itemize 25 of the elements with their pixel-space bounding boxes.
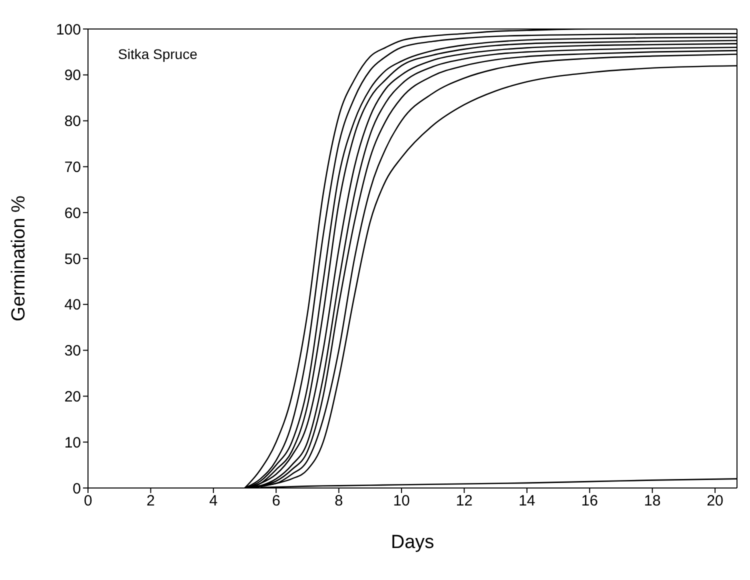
x-tick-label: 4	[209, 492, 218, 510]
y-tick-label: 0	[72, 480, 81, 498]
y-tick-label: 80	[64, 113, 81, 130]
x-tick-label: 6	[272, 492, 280, 510]
y-tick-label: 40	[64, 296, 81, 314]
y-tick-label: 10	[64, 434, 81, 452]
x-tick-label: 16	[581, 492, 598, 510]
text: Sitka Spruce	[118, 46, 198, 62]
x-tick-label: 10	[393, 492, 410, 510]
y-tick-label: 70	[64, 159, 81, 176]
x-tick-label: 14	[518, 492, 536, 510]
x-tick-label: 8	[334, 492, 343, 510]
x-tick-label: 0	[84, 492, 92, 510]
y-tick-label: 20	[64, 388, 81, 406]
x-tick-label: 20	[706, 492, 724, 510]
x-axis-title: Days	[390, 532, 434, 553]
x-tick-label: 18	[644, 492, 661, 510]
y-tick-label: 100	[56, 21, 81, 38]
y-tick-label: 60	[64, 204, 81, 222]
y-tick-label: 30	[64, 342, 81, 360]
x-tick-label: 2	[146, 492, 155, 510]
y-tick-label: 90	[64, 67, 81, 84]
y-axis-title: Germination %	[8, 196, 30, 322]
y-tick-label: 50	[64, 250, 81, 268]
x-tick-label: 12	[456, 492, 473, 510]
